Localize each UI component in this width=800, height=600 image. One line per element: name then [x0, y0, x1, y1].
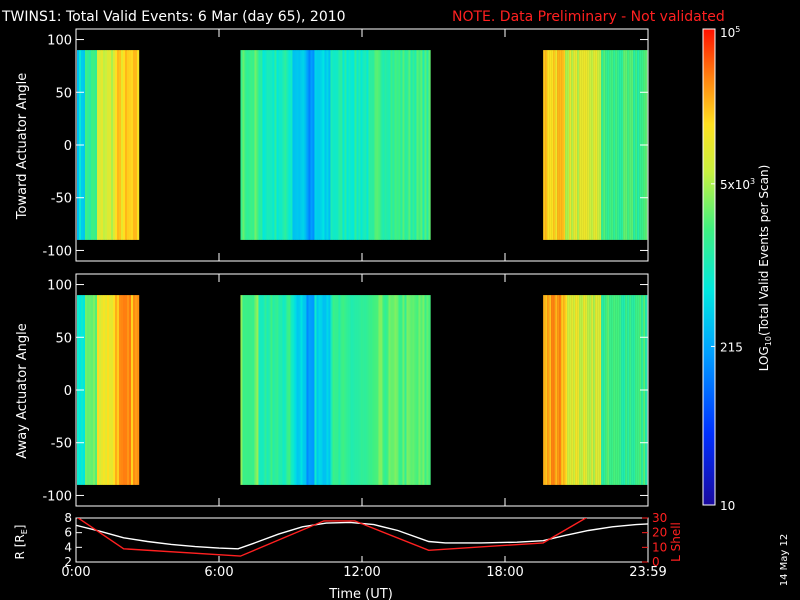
y-tick-label: 0 — [64, 139, 72, 154]
radius-line — [76, 521, 648, 550]
x-tick-label: 0:00 — [61, 565, 90, 580]
orbit-frame — [75, 517, 649, 563]
toward-ylabel: Toward Actuator Angle — [15, 73, 30, 220]
heat-block — [77, 50, 140, 240]
x-tick-label: 12:00 — [343, 565, 380, 580]
heat-block — [240, 50, 431, 240]
y-tick-label: -100 — [42, 244, 72, 259]
x-tick-label: 6:00 — [204, 565, 233, 580]
away-ylabel: Away Actuator Angle — [15, 323, 30, 458]
colorbar-tick-label: 10 — [720, 499, 735, 513]
orbit-left-ylabel: R [RE] — [13, 525, 29, 560]
colorbar — [702, 28, 716, 506]
x-tick-label: 23:59 — [629, 565, 666, 580]
right-tick-label: 20 — [652, 526, 667, 540]
orbit-right-ylabel: L Shell — [669, 522, 683, 562]
heat-block — [543, 50, 648, 240]
time-axis-label: Time (UT) — [328, 587, 393, 600]
right-tick-label: 10 — [652, 540, 667, 554]
colorbar-ticks: 105 5x103 215 10 — [711, 25, 755, 513]
y-tick-label: 0 — [64, 384, 72, 399]
colorbar-tick-label: 105 — [720, 25, 740, 40]
left-tick-label: 2 — [64, 555, 72, 569]
right-tick-label: 0 — [652, 555, 660, 569]
lshell-line — [76, 518, 588, 557]
toward-heatmap-panel: 100 50 0 -50 -100 — [42, 28, 649, 262]
colorbar-label: LOG10(Total Valid Events per Scan) — [757, 165, 773, 372]
heat-block — [240, 295, 431, 485]
data-note: NOTE. Data Preliminary - Not validated — [452, 9, 725, 25]
y-tick-label: -100 — [42, 489, 72, 504]
away-heatmap-panel: 100 50 0 -50 -100 — [42, 273, 649, 507]
y-tick-label: -50 — [51, 437, 72, 452]
colorbar-tick-label: 215 — [720, 340, 743, 354]
y-tick-label: 100 — [47, 34, 72, 49]
left-tick-label: 4 — [64, 540, 72, 554]
y-tick-label: 50 — [55, 331, 72, 346]
heat-block — [77, 295, 140, 485]
heat-block — [543, 295, 648, 485]
colorbar-tick-label: 5x103 — [720, 177, 755, 192]
date-stamp: 14 May 12 — [779, 534, 790, 586]
left-tick-label: 6 — [64, 526, 72, 540]
x-tick-label: 18:00 — [486, 565, 523, 580]
y-tick-label: 100 — [47, 279, 72, 294]
plot-title: TWINS1: Total Valid Events: 6 Mar (day 6… — [1, 9, 346, 25]
y-tick-label: -50 — [51, 192, 72, 207]
right-tick-label: 30 — [652, 511, 667, 525]
y-tick-label: 50 — [55, 86, 72, 101]
left-tick-label: 8 — [64, 511, 72, 525]
